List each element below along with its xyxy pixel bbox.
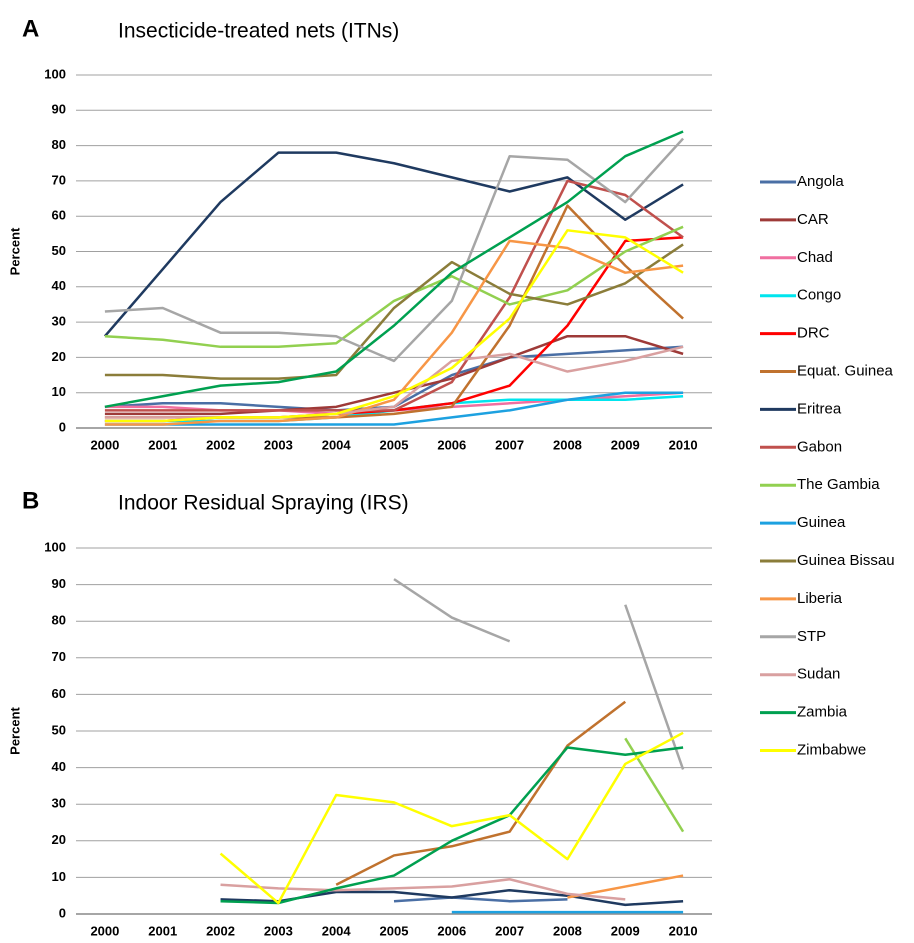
y-tick-label: 10 — [52, 384, 66, 399]
series-line — [104, 229, 684, 423]
series-line — [335, 700, 627, 886]
legend-label: Guinea Bissau — [797, 552, 895, 569]
series-line — [220, 746, 684, 905]
legend-label: STP — [797, 628, 826, 645]
x-tick-label: 2007 — [495, 923, 524, 938]
x-tick-label: 2006 — [437, 923, 466, 938]
y-axis-label: Percent — [7, 706, 22, 754]
legend-label: Zambia — [797, 704, 848, 721]
legend-label: Sudan — [797, 666, 840, 683]
legend-label: Guinea — [797, 514, 846, 531]
legend-label: Congo — [797, 287, 841, 304]
legend-label: Liberia — [797, 590, 843, 607]
y-tick-label: 10 — [52, 869, 66, 884]
y-tick-label: 100 — [44, 539, 66, 554]
y-tick-label: 50 — [52, 722, 66, 737]
x-tick-label: 2006 — [437, 437, 466, 452]
y-tick-label: 40 — [52, 759, 66, 774]
x-tick-label: 2008 — [553, 923, 582, 938]
y-tick-label: 40 — [52, 278, 66, 293]
x-tick-label: 2001 — [148, 437, 177, 452]
x-tick-label: 2003 — [264, 437, 293, 452]
series-line — [220, 877, 626, 901]
x-tick-label: 2005 — [380, 437, 409, 452]
x-tick-label: 2010 — [669, 437, 698, 452]
x-tick-label: 2009 — [611, 437, 640, 452]
chart-title: Insecticide-treated nets (ITNs) — [118, 20, 399, 43]
x-tick-label: 2008 — [553, 437, 582, 452]
y-tick-label: 100 — [44, 66, 66, 81]
y-tick-label: 20 — [52, 832, 66, 847]
panel-label: B — [22, 487, 39, 514]
legend-label: Chad — [797, 249, 833, 266]
series-line — [567, 874, 684, 899]
legend-label: Eritrea — [797, 400, 842, 417]
x-tick-label: 2000 — [90, 923, 119, 938]
series-line — [393, 578, 685, 770]
x-tick-label: 2004 — [322, 923, 352, 938]
y-tick-label: 80 — [52, 613, 66, 628]
y-tick-label: 90 — [52, 102, 66, 117]
legend-label: CAR — [797, 211, 829, 228]
legend-label: Gabon — [797, 438, 842, 455]
y-tick-label: 30 — [52, 796, 66, 811]
series-line — [219, 731, 684, 905]
y-tick-label: 80 — [52, 137, 66, 152]
x-tick-label: 2002 — [206, 923, 235, 938]
x-tick-label: 2004 — [322, 437, 352, 452]
x-tick-label: 2001 — [148, 923, 177, 938]
y-tick-label: 0 — [59, 419, 66, 434]
legend-label: Angola — [797, 173, 844, 190]
series-line — [104, 391, 684, 426]
y-tick-label: 30 — [52, 314, 66, 329]
series-line — [393, 896, 568, 903]
x-tick-label: 2007 — [495, 437, 524, 452]
x-tick-label: 2009 — [611, 923, 640, 938]
series-line — [104, 239, 684, 426]
y-tick-label: 0 — [59, 905, 66, 920]
y-tick-label: 60 — [52, 686, 66, 701]
chart-title: Indoor Residual Spraying (IRS) — [118, 492, 409, 515]
y-axis-label: Percent — [7, 227, 22, 275]
y-tick-label: 20 — [52, 349, 66, 364]
x-tick-label: 2000 — [90, 437, 119, 452]
series-line — [104, 137, 685, 363]
y-tick-label: 50 — [52, 243, 66, 258]
legend-label: The Gambia — [797, 476, 880, 493]
series-line — [104, 243, 684, 380]
legend-label: DRC — [797, 325, 830, 342]
legend-label: Equat. Guinea — [797, 362, 894, 379]
series-line — [104, 334, 684, 416]
y-tick-label: 70 — [52, 649, 66, 664]
series-line — [104, 130, 684, 409]
x-tick-label: 2003 — [264, 923, 293, 938]
series-line — [104, 225, 684, 349]
panel-label: A — [22, 15, 39, 42]
legend-label: Zimbabwe — [797, 741, 866, 758]
series-line — [103, 151, 684, 338]
x-tick-label: 2010 — [669, 923, 698, 938]
x-tick-label: 2002 — [206, 437, 235, 452]
y-tick-label: 60 — [52, 208, 66, 223]
y-tick-label: 70 — [52, 172, 66, 187]
y-tick-label: 90 — [52, 576, 66, 591]
x-tick-label: 2005 — [380, 923, 409, 938]
